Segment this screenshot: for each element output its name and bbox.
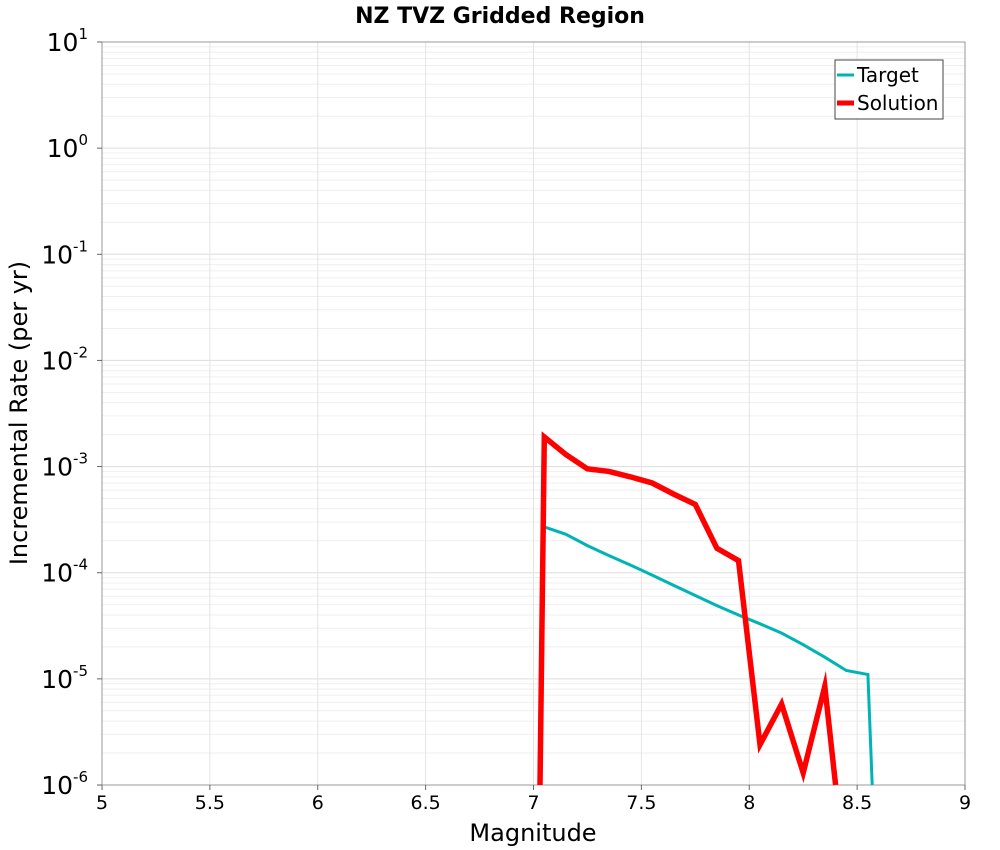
x-tick-label: 6 [312,792,324,814]
y-tick-label: 10-4 [41,556,88,588]
grid [101,41,966,786]
x-axis-label: Magnitude [469,819,596,847]
y-tick-label: 10-3 [41,450,88,482]
y-tick-label: 100 [47,131,88,163]
legend-target-label: Target [856,63,919,87]
legend-box [834,59,944,120]
legend: Target Solution [834,59,944,120]
x-ticks: 5 5.5 6 6.5 7 7.5 8 8.5 9 [96,785,971,814]
series-line-solution [537,431,839,786]
y-tick-label: 10-6 [41,768,88,800]
x-tick-label: 7 [527,792,539,814]
x-tick-label: 7.5 [626,792,656,814]
x-tick-label: 6.5 [411,792,441,814]
x-tick-label: 9 [959,792,971,814]
chart-title: NZ TVZ Gridded Region [355,4,645,29]
y-ticks: 10-6 10-5 10-4 10-3 10-2 10-1 100 101 [41,25,102,800]
y-tick-label: 101 [47,25,88,57]
y-tick-label: 10-5 [41,662,88,694]
series-lines [537,431,874,786]
x-tick-label: 8 [743,792,755,814]
x-tick-label: 5.5 [195,792,225,814]
x-tick-label: 8.5 [842,792,872,814]
y-axis-label: Incremental Rate (per yr) [5,261,33,565]
y-tick-label: 10-1 [41,237,88,269]
y-tick-label: 10-2 [41,343,88,375]
legend-solution-label: Solution [857,91,938,115]
series-line-target [543,525,874,786]
x-tick-label: 5 [96,792,108,814]
